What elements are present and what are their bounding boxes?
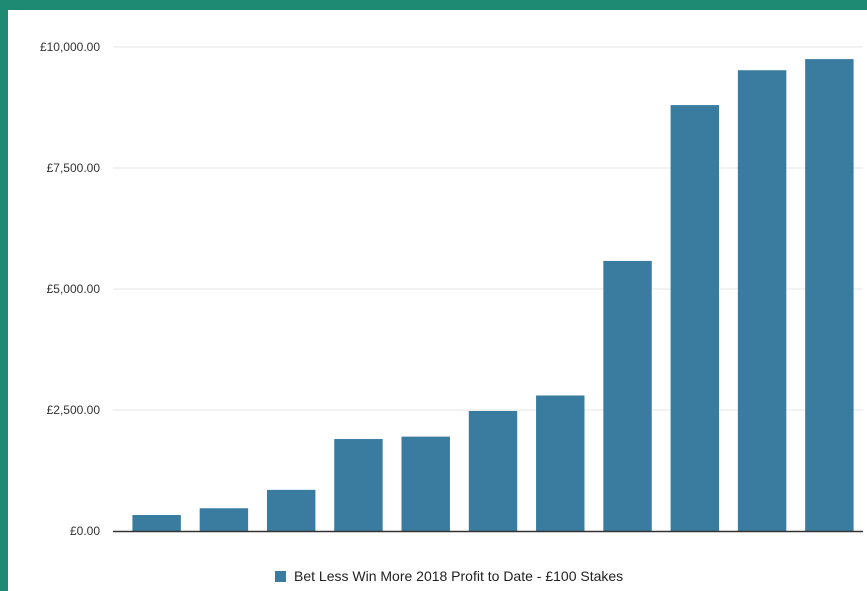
legend-label: Bet Less Win More 2018 Profit to Date - …: [294, 568, 623, 584]
y-tick-label: £2,500.00: [47, 403, 101, 417]
y-tick-label: £7,500.00: [47, 161, 101, 175]
bar-8: [603, 260, 652, 531]
bar-9: [670, 105, 720, 531]
legend: Bet Less Win More 2018 Profit to Date - …: [275, 568, 623, 584]
bar-4: [334, 439, 383, 531]
bars: [132, 59, 854, 531]
y-tick-label: £10,000.00: [40, 40, 100, 54]
y-tick-labels: £0.00 £2,500.00 £5,000.00 £7,500.00 £10,000.…: [40, 40, 100, 538]
bar-3: [266, 489, 316, 531]
bar-chart: £0.00 £2,500.00 £5,000.00 £7,500.00 £10,000.…: [40, 40, 863, 584]
y-tick-label: £0.00: [70, 524, 100, 538]
bar-11: [805, 59, 854, 531]
legend-swatch: [275, 571, 286, 582]
bar-6: [468, 410, 518, 531]
bar-5: [401, 436, 450, 531]
chart-panel: £0.00 £2,500.00 £5,000.00 £7,500.00 £10,000.…: [8, 10, 867, 591]
bar-10: [737, 70, 787, 531]
y-tick-label: £5,000.00: [47, 282, 101, 296]
bar-1: [132, 515, 181, 531]
bar-2: [199, 508, 249, 531]
bar-7: [536, 395, 585, 531]
